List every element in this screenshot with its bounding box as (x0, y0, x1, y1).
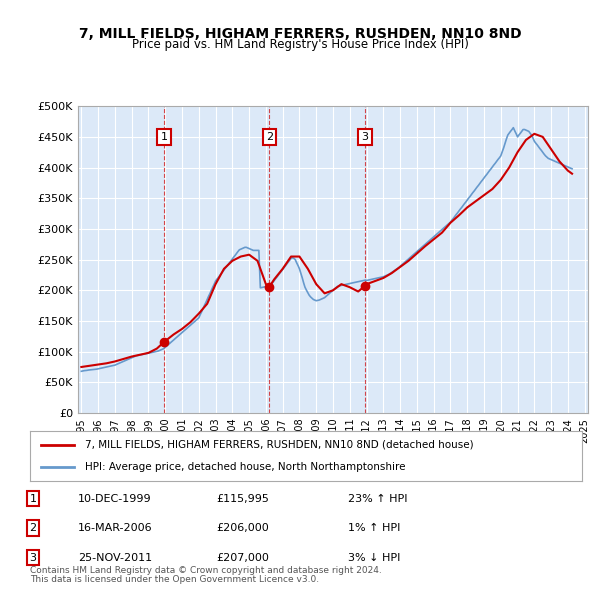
Text: 23% ↑ HPI: 23% ↑ HPI (348, 494, 407, 503)
Text: HPI: Average price, detached house, North Northamptonshire: HPI: Average price, detached house, Nort… (85, 462, 406, 472)
Text: £207,000: £207,000 (216, 553, 269, 562)
Text: 3: 3 (361, 132, 368, 142)
Text: 3: 3 (29, 553, 37, 562)
Text: This data is licensed under the Open Government Licence v3.0.: This data is licensed under the Open Gov… (30, 575, 319, 584)
Text: £115,995: £115,995 (216, 494, 269, 503)
Text: 2: 2 (266, 132, 273, 142)
Text: £206,000: £206,000 (216, 523, 269, 533)
Text: 10-DEC-1999: 10-DEC-1999 (78, 494, 152, 503)
Text: 1: 1 (29, 494, 37, 503)
Text: 1% ↑ HPI: 1% ↑ HPI (348, 523, 400, 533)
Text: Contains HM Land Registry data © Crown copyright and database right 2024.: Contains HM Land Registry data © Crown c… (30, 566, 382, 575)
Text: Price paid vs. HM Land Registry's House Price Index (HPI): Price paid vs. HM Land Registry's House … (131, 38, 469, 51)
Text: 2: 2 (29, 523, 37, 533)
Text: 16-MAR-2006: 16-MAR-2006 (78, 523, 152, 533)
Text: 25-NOV-2011: 25-NOV-2011 (78, 553, 152, 562)
Text: 7, MILL FIELDS, HIGHAM FERRERS, RUSHDEN, NN10 8ND (detached house): 7, MILL FIELDS, HIGHAM FERRERS, RUSHDEN,… (85, 440, 474, 450)
Text: 7, MILL FIELDS, HIGHAM FERRERS, RUSHDEN, NN10 8ND: 7, MILL FIELDS, HIGHAM FERRERS, RUSHDEN,… (79, 27, 521, 41)
Text: 3% ↓ HPI: 3% ↓ HPI (348, 553, 400, 562)
Text: 1: 1 (161, 132, 168, 142)
